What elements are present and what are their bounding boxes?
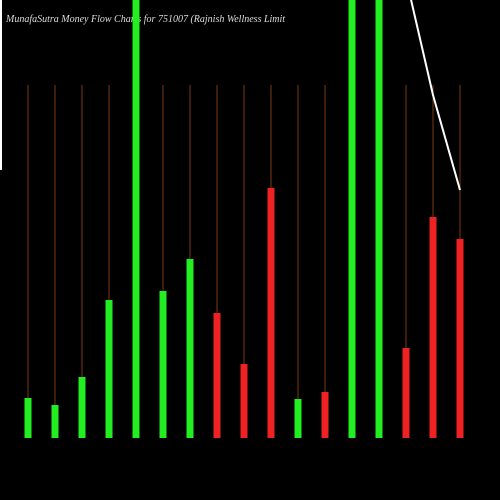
chart-title: MunafaSutra Money Flow Charts for 751007…: [5, 14, 285, 25]
bar: [348, 0, 356, 438]
line: [410, 0, 461, 191]
bar: [267, 188, 275, 438]
bar: [456, 239, 464, 438]
bar: [375, 0, 383, 438]
bar: [186, 259, 194, 438]
bar: [51, 405, 59, 438]
bar: [402, 348, 410, 438]
bar: [132, 0, 140, 438]
bar: [213, 313, 221, 438]
bar: [240, 364, 248, 438]
bar: [24, 398, 32, 438]
bar: [159, 291, 167, 438]
bar: [105, 300, 113, 438]
bar: [294, 399, 302, 438]
bar: [321, 392, 329, 438]
bar: [429, 217, 437, 438]
bar: [78, 377, 86, 438]
